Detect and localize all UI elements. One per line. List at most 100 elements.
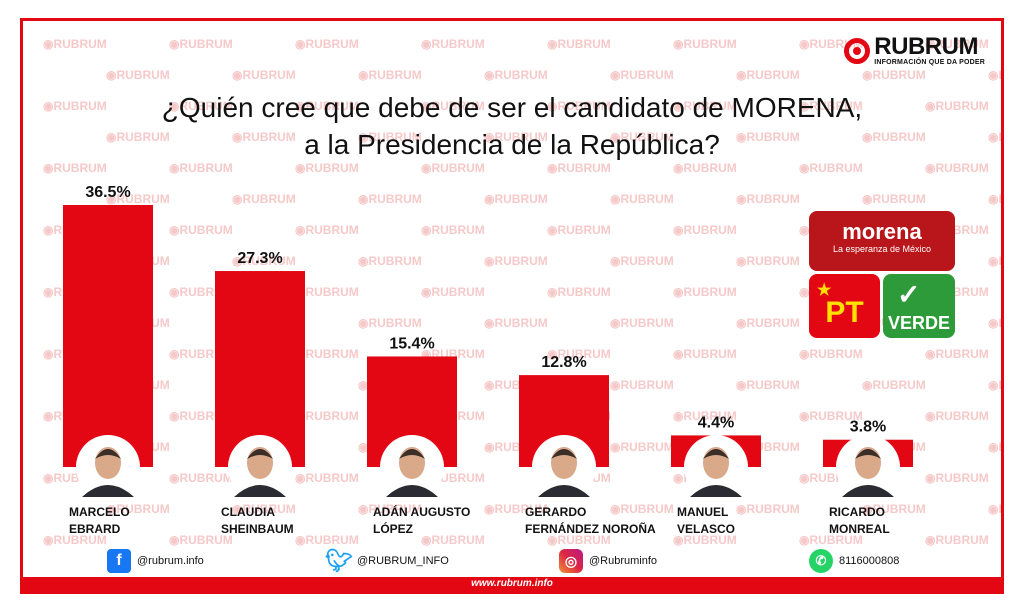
watermark-text: ◉RUBRUM bbox=[925, 37, 989, 51]
watermark-text: ◉RUBRUM bbox=[862, 192, 926, 206]
title-line-2: a la Presidencia de la República? bbox=[304, 129, 720, 160]
watermark-text: ◉RUBRUM bbox=[736, 378, 800, 392]
watermark-text: ◉RUBRUM bbox=[43, 37, 107, 51]
watermark-text: ◉RUBRUM bbox=[988, 316, 1001, 330]
watermark-text: ◉RUBRUM bbox=[43, 99, 107, 113]
watermark-text: ◉RUBRUM bbox=[925, 533, 989, 547]
check-icon: ✓ bbox=[897, 279, 921, 310]
party-logos: morena La esperanza de México ★ PT ✓ VER… bbox=[809, 211, 955, 338]
watermark-text: ◉RUBRUM bbox=[736, 316, 800, 330]
watermark-text: ◉RUBRUM bbox=[673, 161, 737, 175]
watermark-text: ◉RUBRUM bbox=[358, 68, 422, 82]
watermark-text: ◉RUBRUM bbox=[295, 409, 359, 423]
footer-url: www.rubrum.info bbox=[23, 577, 1001, 591]
watermark-text: ◉RUBRUM bbox=[799, 533, 863, 547]
category-label: EBRARD bbox=[69, 522, 121, 536]
person-hair bbox=[247, 449, 273, 459]
pt-logo: ★ PT bbox=[809, 274, 880, 338]
watermark-text: ◉RUBRUM bbox=[295, 223, 359, 237]
category-label: RICARDO bbox=[829, 505, 885, 519]
watermark-text: ◉RUBRUM bbox=[169, 471, 233, 485]
person-hair bbox=[399, 449, 425, 459]
watermark-text: ◉RUBRUM bbox=[799, 161, 863, 175]
watermark-text: ◉RUBRUM bbox=[673, 347, 737, 361]
watermark-text: ◉RUBRUM bbox=[862, 130, 926, 144]
watermark-text: ◉RUBRUM bbox=[484, 254, 548, 268]
morena-name: morena bbox=[842, 219, 922, 244]
watermark-text: ◉RUBRUM bbox=[673, 533, 737, 547]
watermark-text: ◉RUBRUM bbox=[736, 502, 800, 516]
watermark-text: ◉RUBRUM bbox=[610, 130, 674, 144]
twitter-handle[interactable]: 🐦︎ @RUBRUM_INFO bbox=[325, 548, 449, 573]
watermark-text: ◉RUBRUM bbox=[862, 68, 926, 82]
watermark-text: ◉RUBRUM bbox=[736, 68, 800, 82]
category-label: MARCELO bbox=[69, 505, 130, 519]
bar bbox=[63, 205, 153, 467]
morena-logo: morena La esperanza de México bbox=[809, 211, 955, 271]
pt-name: PT bbox=[825, 296, 864, 329]
watermark-text: ◉RUBRUM bbox=[547, 37, 611, 51]
category-label: VELASCO bbox=[677, 522, 735, 536]
watermark-text: ◉RUBRUM bbox=[295, 347, 359, 361]
facebook-handle[interactable]: f @rubrum.info bbox=[107, 549, 204, 573]
candidate-photo bbox=[76, 435, 140, 499]
twitter-text: @RUBRUM_INFO bbox=[357, 555, 449, 567]
person-shoulders bbox=[842, 485, 894, 497]
watermark-text: ◉RUBRUM bbox=[673, 99, 737, 113]
watermark-text: ◉RUBRUM bbox=[547, 533, 611, 547]
watermark-text: ◉RUBRUM bbox=[295, 533, 359, 547]
watermark-text: ◉RUBRUM bbox=[484, 316, 548, 330]
facebook-icon: f bbox=[107, 549, 131, 573]
category-label: FERNÁNDEZ NOROÑA bbox=[525, 521, 656, 536]
candidate-photo bbox=[532, 435, 596, 499]
watermark-text: ◉RUBRUM bbox=[295, 161, 359, 175]
watermark-text: ◉RUBRUM bbox=[358, 316, 422, 330]
watermark-text: ◉RUBRUM bbox=[43, 161, 107, 175]
instagram-handle[interactable]: ◎ @Rubruminfo bbox=[559, 549, 657, 573]
watermark-text: ◉RUBRUM bbox=[358, 130, 422, 144]
watermark-text: ◉RUBRUM bbox=[484, 502, 548, 516]
watermark-text: ◉RUBRUM bbox=[169, 533, 233, 547]
watermark-text: ◉RUBRUM bbox=[862, 502, 926, 516]
person-shoulders bbox=[234, 485, 286, 497]
whatsapp-handle[interactable]: ✆ 8116000808 bbox=[809, 549, 899, 573]
watermark-text: ◉RUBRUM bbox=[484, 192, 548, 206]
category-label: MONREAL bbox=[829, 522, 890, 536]
person-shoulders bbox=[82, 485, 134, 497]
watermark-text: ◉RUBRUM bbox=[988, 254, 1001, 268]
watermark-text: ◉RUBRUM bbox=[421, 161, 485, 175]
person-shoulders bbox=[538, 485, 590, 497]
person-hair bbox=[551, 449, 577, 459]
watermark-text: ◉RUBRUM bbox=[295, 285, 359, 299]
candidate-photo bbox=[836, 435, 900, 499]
watermark-text: ◉RUBRUM bbox=[610, 254, 674, 268]
verde-name: VERDE bbox=[887, 313, 950, 333]
watermark-text: ◉RUBRUM bbox=[736, 192, 800, 206]
watermark-text: ◉RUBRUM bbox=[988, 130, 1001, 144]
instagram-icon: ◎ bbox=[559, 549, 583, 573]
title-line-1: ¿Quién cree que debe de ser el candidato… bbox=[161, 92, 863, 123]
verde-logo: ✓ VERDE bbox=[883, 274, 955, 338]
watermark-text: ◉RUBRUM bbox=[547, 99, 611, 113]
candidate-photo bbox=[228, 435, 292, 499]
watermark-text: ◉RUBRUM bbox=[673, 223, 737, 237]
watermark-text: ◉RUBRUM bbox=[925, 161, 989, 175]
watermark-text: ◉RUBRUM bbox=[547, 223, 611, 237]
person-hair bbox=[703, 449, 729, 459]
person-shoulders bbox=[386, 485, 438, 497]
star-icon: ★ bbox=[817, 282, 832, 299]
bar bbox=[215, 271, 305, 467]
morena-slogan: La esperanza de México bbox=[832, 244, 932, 254]
category-label: LÓPEZ bbox=[373, 521, 413, 536]
twitter-icon: 🐦︎ bbox=[325, 548, 353, 573]
watermark-text: ◉RUBRUM bbox=[862, 378, 926, 392]
watermark-text: ◉RUBRUM bbox=[232, 254, 296, 268]
watermark-text: ◉RUBRUM bbox=[421, 285, 485, 299]
chart-title: ¿Quién cree que debe de ser el candidato… bbox=[23, 89, 1001, 163]
watermark-text: ◉RUBRUM bbox=[988, 378, 1001, 392]
brand-tagline: INFORMACIÓN QUE DA PODER bbox=[874, 59, 985, 66]
whatsapp-icon: ✆ bbox=[809, 549, 833, 573]
candidate-photo bbox=[380, 435, 444, 499]
value-label: 15.4% bbox=[389, 335, 434, 352]
watermark-text: ◉RUBRUM bbox=[484, 68, 548, 82]
